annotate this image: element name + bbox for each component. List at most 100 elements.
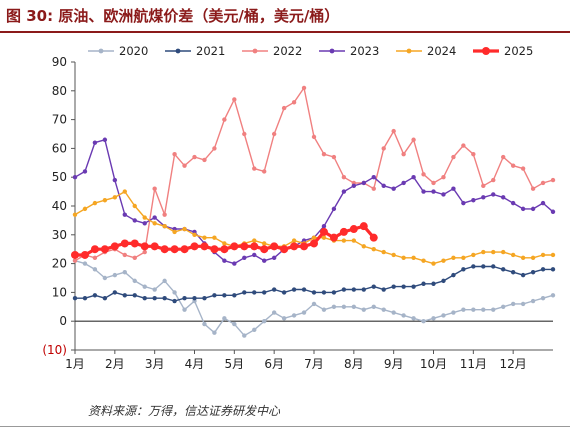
legend-marker-2021 xyxy=(175,48,181,54)
data-point-2021 xyxy=(271,287,277,292)
data-point-2023 xyxy=(341,189,347,194)
data-point-2025 xyxy=(270,242,279,251)
data-point-2022 xyxy=(172,151,177,157)
data-point-2022 xyxy=(421,172,426,177)
data-point-2024 xyxy=(182,226,187,232)
data-point-2022 xyxy=(461,143,466,148)
data-point-2024 xyxy=(451,255,456,261)
data-point-2022 xyxy=(471,151,476,157)
legend-marker-2025 xyxy=(482,47,490,55)
y-tick-label: 20 xyxy=(52,257,67,271)
data-point-2025 xyxy=(140,242,149,251)
data-point-2025 xyxy=(319,227,328,236)
legend-label-2025: 2025 xyxy=(504,44,533,58)
data-point-2024 xyxy=(461,255,466,261)
data-point-2021 xyxy=(540,267,546,272)
data-point-2024 xyxy=(540,252,546,258)
data-point-2020 xyxy=(331,304,337,309)
data-point-2024 xyxy=(172,229,177,235)
data-point-2021 xyxy=(132,293,137,298)
x-tick-label: 6月 xyxy=(264,357,284,371)
data-point-2023 xyxy=(520,206,526,212)
data-point-2024 xyxy=(530,255,536,261)
data-point-2024 xyxy=(102,198,108,203)
legend-label-2022: 2022 xyxy=(273,44,302,58)
data-point-2022 xyxy=(491,177,496,183)
data-point-2023 xyxy=(361,180,366,186)
data-point-2023 xyxy=(122,212,127,217)
data-point-2024 xyxy=(212,235,217,240)
data-point-2024 xyxy=(491,249,496,255)
data-point-2025 xyxy=(220,245,229,254)
data-point-2021 xyxy=(112,290,118,295)
data-point-2024 xyxy=(431,261,436,266)
data-point-2024 xyxy=(401,255,406,261)
data-point-2020 xyxy=(301,310,307,315)
data-point-2021 xyxy=(451,272,456,278)
data-point-2024 xyxy=(361,244,366,249)
x-tick-label: 8月 xyxy=(344,357,364,371)
data-point-2020 xyxy=(431,316,436,321)
data-point-2023 xyxy=(381,183,386,189)
data-point-2022 xyxy=(341,175,347,180)
data-point-2021 xyxy=(471,264,476,269)
data-point-2022 xyxy=(381,146,386,151)
data-point-2021 xyxy=(92,293,98,298)
data-point-2024 xyxy=(162,223,167,229)
data-point-2023 xyxy=(132,218,137,223)
x-tick-label: 7月 xyxy=(304,357,324,371)
data-point-2021 xyxy=(520,272,526,278)
data-point-2020 xyxy=(212,330,217,335)
x-tick-label: 1月 xyxy=(65,357,85,371)
data-point-2023 xyxy=(481,195,486,200)
data-point-2021 xyxy=(301,287,307,292)
data-point-2020 xyxy=(152,287,157,292)
data-point-2022 xyxy=(301,85,307,91)
data-point-2020 xyxy=(510,301,516,307)
data-point-2022 xyxy=(122,252,127,258)
data-point-2020 xyxy=(142,284,147,289)
data-point-2025 xyxy=(230,242,239,251)
data-point-2020 xyxy=(252,327,257,333)
legend-marker-2022 xyxy=(252,48,258,54)
y-tick-label: 0 xyxy=(59,314,67,328)
series-line-2022 xyxy=(74,87,554,262)
data-point-2022 xyxy=(391,128,396,134)
data-point-2025 xyxy=(150,242,159,251)
legend-label-2023: 2023 xyxy=(350,44,379,58)
data-point-2024 xyxy=(321,235,327,240)
legend-label-2024: 2024 xyxy=(427,44,456,58)
data-point-2023 xyxy=(431,189,436,194)
data-point-2021 xyxy=(102,295,108,301)
data-point-2024 xyxy=(142,215,147,220)
data-point-2024 xyxy=(481,249,486,255)
data-point-2022 xyxy=(232,97,237,102)
x-tick-label: 12月 xyxy=(500,357,527,371)
title-divider xyxy=(0,31,570,33)
data-point-2022 xyxy=(510,163,516,168)
data-point-2024 xyxy=(341,238,347,243)
x-tick-label: 2月 xyxy=(105,357,125,371)
data-point-2022 xyxy=(252,166,257,171)
data-point-2021 xyxy=(391,284,396,289)
data-point-2022 xyxy=(162,212,167,217)
data-point-2024 xyxy=(202,235,207,240)
data-point-2020 xyxy=(112,272,118,278)
data-point-2023 xyxy=(501,195,506,200)
data-point-2022 xyxy=(271,131,277,137)
data-point-2024 xyxy=(72,212,78,217)
data-point-2023 xyxy=(232,261,237,266)
data-point-2020 xyxy=(321,307,327,312)
data-point-2020 xyxy=(550,293,556,298)
data-point-2025 xyxy=(280,245,289,254)
data-point-2022 xyxy=(132,255,137,261)
data-point-2024 xyxy=(122,189,127,194)
data-point-2022 xyxy=(72,258,78,263)
data-point-2020 xyxy=(222,316,227,321)
data-point-2020 xyxy=(491,307,496,312)
data-point-2022 xyxy=(92,255,98,261)
data-point-2024 xyxy=(391,252,396,258)
data-point-2021 xyxy=(321,290,327,295)
data-point-2021 xyxy=(172,298,177,304)
data-point-2020 xyxy=(530,298,536,304)
